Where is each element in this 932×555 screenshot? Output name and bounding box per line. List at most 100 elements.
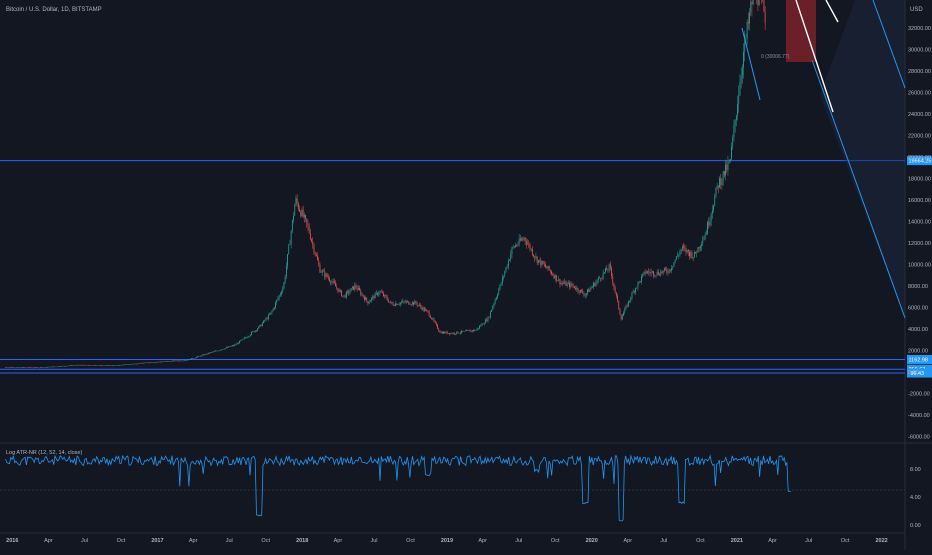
candle-body — [122, 365, 123, 366]
candle — [635, 288, 636, 295]
candle-body — [284, 282, 285, 288]
candle-body — [220, 350, 221, 351]
candle-body — [430, 316, 431, 318]
indicator-y-tick: 4.00 — [910, 495, 921, 501]
candle — [578, 287, 579, 293]
candle — [231, 345, 232, 346]
candle — [741, 67, 742, 88]
candle — [82, 365, 83, 366]
candle — [147, 362, 148, 363]
candle — [531, 248, 532, 252]
candle-body — [690, 252, 691, 256]
candle-body — [597, 280, 598, 282]
indicator-line — [6, 456, 791, 521]
candle — [660, 269, 661, 276]
candle-body — [36, 367, 37, 368]
candle — [422, 305, 423, 310]
candle-body — [765, 12, 766, 24]
candle — [197, 356, 198, 357]
candle — [26, 367, 27, 368]
candle-body — [701, 245, 702, 247]
candle-body — [530, 244, 531, 249]
candle-body — [95, 365, 96, 366]
candle-body — [591, 288, 592, 289]
range-rectangle[interactable] — [786, 0, 816, 62]
candle — [467, 330, 468, 331]
candle — [678, 254, 679, 259]
candle-body — [569, 283, 570, 287]
candle — [398, 304, 399, 305]
trend-line-white-short[interactable] — [826, 0, 838, 22]
candle — [137, 364, 138, 365]
candle-body — [190, 359, 191, 360]
candle-body — [393, 304, 394, 305]
candle-body — [605, 268, 606, 272]
candle-body — [545, 265, 546, 267]
candle-body — [94, 365, 95, 366]
candle-body — [227, 347, 228, 348]
candle-body — [170, 361, 171, 362]
candle — [561, 280, 562, 285]
candle — [651, 269, 652, 277]
candle — [668, 268, 669, 276]
candle — [624, 307, 625, 314]
candle — [653, 271, 654, 279]
candle — [59, 366, 60, 367]
candle-body — [213, 352, 214, 353]
candle — [423, 306, 424, 311]
candle — [717, 183, 718, 190]
candle — [452, 333, 453, 335]
candle — [390, 300, 391, 303]
candle-body — [472, 331, 473, 332]
candle-body — [764, 0, 765, 12]
candle — [335, 280, 336, 286]
candle — [612, 273, 613, 286]
candle-body — [243, 339, 244, 340]
candle — [339, 288, 340, 292]
candle — [209, 353, 210, 354]
candle-body — [141, 363, 142, 364]
candle-body — [653, 271, 654, 275]
candle-body — [575, 288, 576, 289]
candle-body — [719, 178, 720, 187]
candle — [75, 365, 76, 366]
candle-body — [350, 291, 351, 293]
candle-body — [502, 277, 503, 283]
candle-body — [410, 304, 411, 305]
candle-body — [688, 250, 689, 252]
candle — [659, 273, 660, 276]
candle — [670, 269, 671, 272]
candle — [164, 361, 165, 362]
candle — [539, 259, 540, 263]
candle — [284, 282, 285, 290]
candle — [538, 260, 539, 265]
candle — [424, 307, 425, 312]
candle-body — [131, 364, 132, 365]
candle-body — [22, 367, 23, 368]
candle — [460, 331, 461, 334]
candle-body — [280, 294, 281, 295]
candle — [518, 242, 519, 247]
candle — [63, 366, 64, 367]
candle — [437, 324, 438, 329]
candle-body — [110, 365, 111, 366]
candle — [689, 250, 690, 260]
candle-body — [218, 351, 219, 352]
candle — [461, 330, 462, 334]
candle — [46, 367, 47, 368]
candle-body — [118, 365, 119, 366]
candle-body — [200, 356, 201, 357]
candle — [382, 290, 383, 293]
x-tick-label: Oct — [841, 538, 850, 544]
candle-body — [593, 283, 594, 286]
candle-body — [680, 251, 681, 255]
x-tick-label: Jul — [370, 538, 377, 544]
candle-body — [53, 367, 54, 368]
candle — [400, 302, 401, 306]
candle — [330, 280, 331, 286]
y-tick-label: -2000.00 — [908, 392, 930, 398]
candle — [753, 0, 754, 5]
candle — [364, 295, 365, 302]
